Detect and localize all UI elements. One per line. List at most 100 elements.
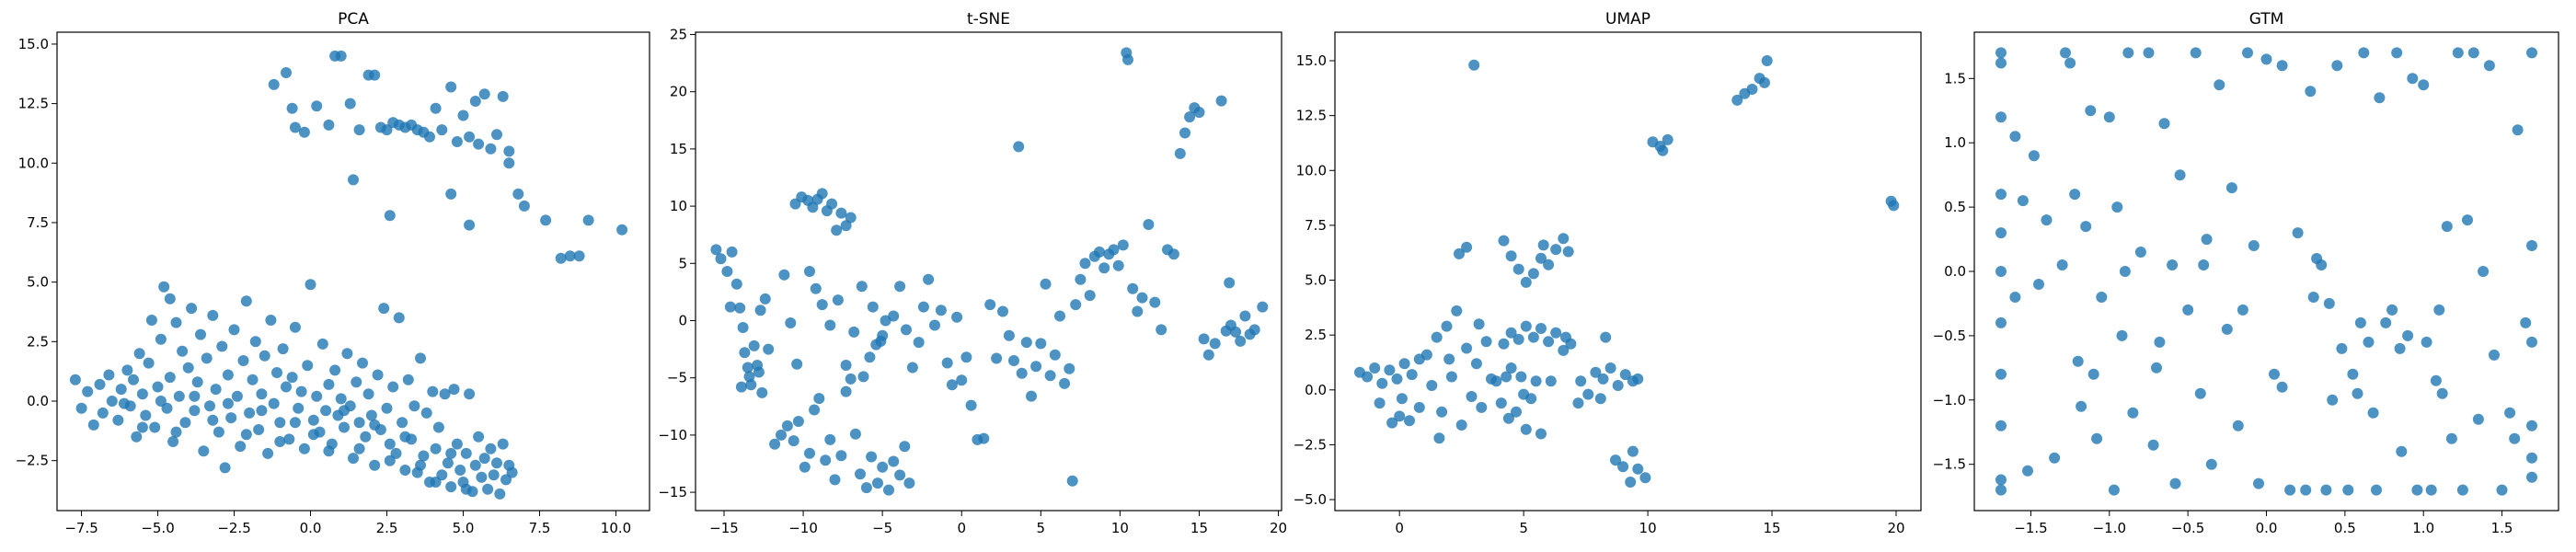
data-point	[1020, 337, 1032, 349]
data-point	[420, 407, 432, 419]
data-point	[743, 371, 755, 383]
data-point	[2371, 484, 2382, 496]
data-point	[1094, 246, 1105, 258]
data-point	[512, 188, 524, 200]
data-point	[1995, 420, 2007, 431]
data-point	[189, 390, 201, 402]
data-point	[182, 362, 194, 374]
data-point	[353, 417, 365, 429]
data-point	[249, 336, 261, 348]
data-point	[195, 328, 206, 340]
data-point	[1376, 377, 1388, 389]
data-point	[906, 362, 918, 374]
data-point	[1413, 353, 1425, 365]
data-point	[311, 390, 323, 402]
data-point	[384, 438, 396, 450]
data-point	[240, 429, 252, 441]
x-tick-label: 10.0	[601, 520, 631, 536]
data-point	[2305, 86, 2317, 98]
data-point	[2396, 445, 2408, 457]
data-point	[824, 319, 836, 331]
data-point	[283, 433, 295, 445]
data-point	[810, 282, 822, 294]
data-point	[399, 431, 411, 443]
data-point	[2072, 355, 2084, 367]
data-point	[1632, 373, 1644, 385]
data-point	[2300, 484, 2312, 496]
data-point	[2323, 297, 2335, 309]
data-point	[1480, 336, 1492, 348]
data-point	[1112, 259, 1124, 271]
data-point	[857, 371, 869, 383]
data-point	[788, 435, 799, 447]
data-point	[323, 445, 335, 457]
data-point	[1433, 432, 1445, 444]
data-point	[274, 436, 286, 447]
data-point	[1731, 94, 1743, 106]
data-point	[473, 138, 485, 150]
y-tick-label: 0.0	[1944, 263, 1966, 280]
scatter-points	[69, 50, 628, 500]
y-tick-label: 10	[670, 198, 687, 214]
data-point	[1490, 375, 1502, 387]
data-point	[457, 109, 469, 121]
x-tick-label: −5	[872, 520, 892, 536]
data-point	[1600, 331, 1612, 343]
data-point	[402, 374, 414, 385]
data-point	[164, 372, 176, 384]
data-point	[2091, 432, 2103, 444]
data-point	[894, 469, 906, 481]
data-point	[219, 462, 231, 474]
data-point	[289, 121, 301, 133]
data-point	[754, 305, 766, 316]
data-point	[721, 266, 733, 277]
data-point	[785, 317, 797, 328]
data-point	[739, 347, 751, 359]
data-point	[2108, 484, 2120, 496]
data-point	[1610, 454, 1621, 466]
data-point	[1193, 107, 1205, 119]
data-point	[1156, 324, 1167, 336]
data-point	[473, 431, 485, 443]
y-tick-label: 12.5	[18, 96, 49, 112]
data-point	[281, 67, 292, 78]
data-point	[807, 201, 819, 213]
chart-title: t-SNE	[967, 10, 1010, 29]
x-tick-label: 20	[1270, 520, 1287, 536]
data-point	[1079, 258, 1091, 270]
data-point	[1127, 282, 1139, 294]
data-point	[555, 252, 567, 264]
data-point	[816, 188, 828, 200]
data-point	[1202, 349, 1214, 361]
data-point	[1662, 133, 1673, 145]
data-point	[1468, 59, 1480, 71]
data-point	[923, 273, 935, 285]
data-point	[348, 174, 359, 186]
data-point	[792, 416, 804, 427]
data-point	[2167, 259, 2179, 270]
data-point	[1136, 292, 1148, 304]
data-point	[1582, 388, 1594, 400]
data-point	[2380, 316, 2392, 328]
data-point	[518, 200, 530, 212]
data-point	[271, 367, 282, 378]
data-point	[1008, 355, 1019, 366]
data-point	[133, 348, 145, 360]
data-point	[2478, 266, 2490, 277]
data-point	[2060, 47, 2071, 59]
chart-panel-2: UMAP 0 5 10 15 20 −5.0 −2.5 0.0 2.5 5.0 7.5 10.0 12.5…	[1294, 10, 1922, 536]
data-point	[1995, 316, 2007, 328]
x-tick-label: 0	[957, 520, 966, 536]
data-point	[875, 335, 887, 347]
data-point	[2064, 57, 2076, 69]
data-point	[430, 102, 442, 114]
data-point	[2260, 53, 2272, 65]
data-point	[1543, 259, 1555, 270]
data-point	[1657, 144, 1669, 156]
data-point	[432, 421, 444, 433]
data-point	[460, 447, 472, 459]
y-tick-label: 12.5	[1296, 108, 1327, 124]
data-point	[222, 397, 234, 409]
data-point	[369, 69, 381, 81]
data-point	[899, 441, 911, 453]
